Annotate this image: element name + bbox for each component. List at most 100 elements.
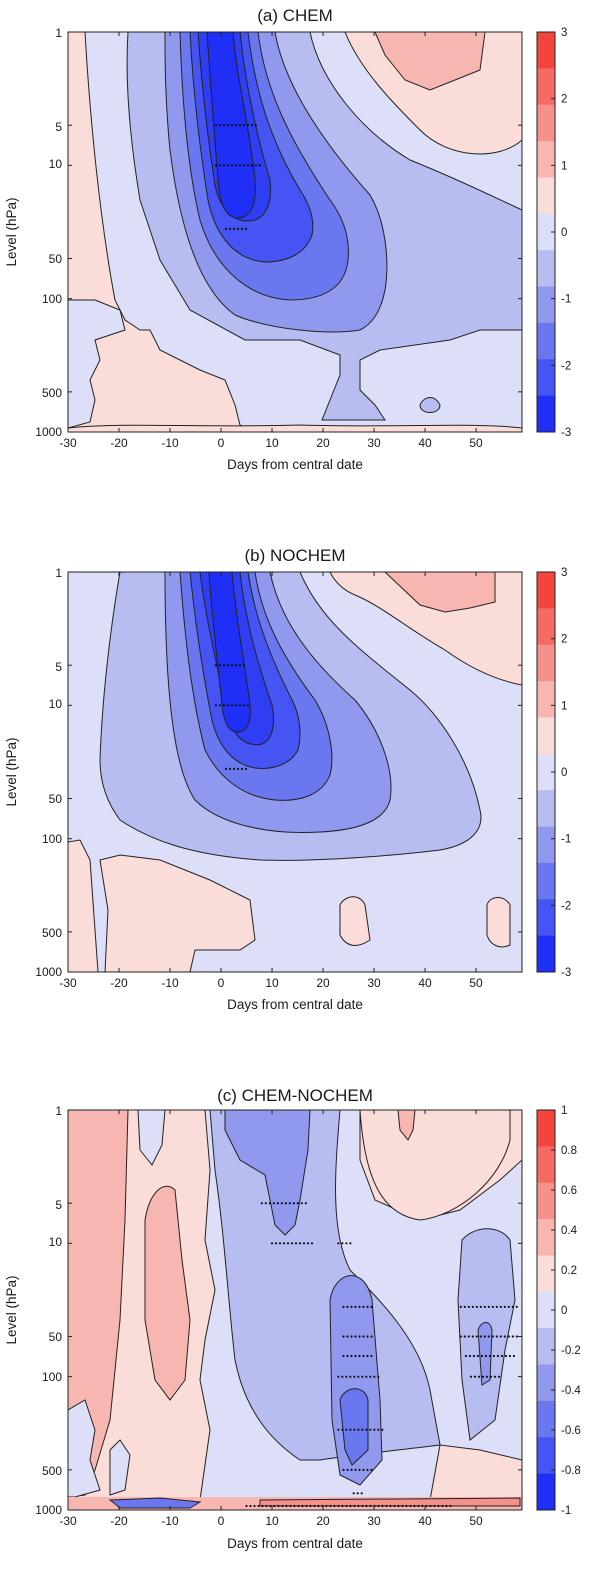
- x-tick-label: 20: [316, 1514, 330, 1528]
- significance-dot: [341, 1242, 344, 1245]
- x-tick-label: -20: [110, 976, 128, 990]
- significance-dot: [362, 1354, 365, 1358]
- panel-a-colorbar: 3 2 1 0 -1 -2 -3: [536, 27, 571, 439]
- panel-b-contours: [68, 572, 522, 972]
- significance-dot: [346, 1335, 349, 1338]
- significance-dot: [297, 1504, 300, 1508]
- significance-dot: [369, 1504, 372, 1508]
- significance-dot: [301, 1504, 304, 1508]
- significance-dot: [257, 1504, 260, 1508]
- significance-dot: [304, 1202, 307, 1205]
- significance-dot: [417, 1504, 420, 1508]
- significance-dot: [491, 1335, 494, 1338]
- colorbar-tick-label: -0.4: [561, 1385, 581, 1397]
- x-tick-label: 0: [218, 436, 225, 450]
- significance-dot: [493, 1375, 497, 1378]
- colorbar-tick-label: -0.2: [561, 1345, 581, 1357]
- significance-dot: [381, 1428, 384, 1431]
- significance-dot: [352, 1492, 355, 1495]
- significance-dot: [346, 1305, 349, 1308]
- significance-dot: [313, 1504, 316, 1508]
- panel-c-y-ticks: 1 5 10 50 100 500 1000: [35, 1104, 62, 1517]
- x-tick-label: 10: [265, 976, 279, 990]
- significance-dot: [254, 164, 257, 167]
- y-tick-label: 50: [49, 1330, 63, 1344]
- panel-a-frame: [67, 31, 523, 433]
- colorbar-swatch: [537, 104, 555, 142]
- x-axis-label: Days from central date: [227, 997, 363, 1012]
- significance-dot: [365, 1375, 368, 1378]
- colorbar-swatch: [537, 1473, 555, 1511]
- significance-dot: [245, 227, 248, 230]
- colorbar-swatch: [537, 935, 555, 973]
- colorbar-swatch: [537, 286, 555, 324]
- colorbar-tick-label: 1: [561, 700, 567, 712]
- significance-dot: [475, 1335, 478, 1338]
- significance-dot: [284, 1202, 287, 1205]
- significance-dot: [226, 124, 229, 127]
- significance-dot: [471, 1335, 474, 1338]
- significance-dot: [222, 124, 225, 127]
- significance-dot: [381, 1504, 384, 1508]
- contour-fill: [68, 424, 522, 432]
- significance-dot: [350, 1354, 353, 1358]
- colorbar-swatch: [537, 717, 555, 755]
- significance-dot: [497, 1375, 501, 1378]
- contour-fill: [359, 1110, 511, 1221]
- y-tick-label: 1000: [35, 965, 62, 979]
- colorbar-swatch: [537, 1364, 555, 1402]
- significance-dot: [471, 1305, 474, 1308]
- colorbar-swatch: [537, 1328, 555, 1366]
- significance-dot: [268, 1202, 271, 1205]
- significance-dot: [246, 164, 249, 167]
- significance-dot: [234, 704, 237, 707]
- significance-dot: [485, 1375, 489, 1378]
- significance-dot: [278, 1242, 282, 1245]
- colorbar-swatch: [537, 572, 555, 609]
- significance-dot: [463, 1305, 466, 1308]
- significance-dot: [242, 664, 245, 667]
- significance-dot: [218, 164, 221, 167]
- significance-dot: [230, 664, 233, 667]
- significance-dot: [254, 124, 257, 127]
- contour-fill: [208, 572, 251, 733]
- significance-dot: [288, 1202, 291, 1205]
- x-tick-label: 30: [367, 1514, 381, 1528]
- panel-c-colorbar: 1 0.8 0.6 0.4 0.2 0 -0.2 -0.4 -0.6 -0.8 -1: [536, 1105, 581, 1517]
- significance-dot: [333, 1504, 336, 1508]
- panel-c-contours: [68, 1110, 522, 1510]
- significance-dot: [341, 1504, 344, 1508]
- panel-b-title: (b) NOCHEM: [244, 546, 345, 565]
- significance-dot: [397, 1504, 400, 1508]
- significance-dot: [329, 1504, 332, 1508]
- significance-dot: [345, 1375, 348, 1378]
- significance-dot: [421, 1504, 424, 1508]
- significance-dot: [233, 227, 236, 230]
- significance-dot: [354, 1305, 357, 1308]
- significance-dot: [357, 1375, 360, 1378]
- significance-dot: [459, 1305, 462, 1308]
- colorbar-swatch: [537, 1219, 555, 1256]
- significance-dot: [250, 164, 253, 167]
- significance-dot: [345, 1504, 348, 1508]
- colorbar-swatch: [537, 1182, 555, 1220]
- significance-dot: [377, 1428, 380, 1431]
- significance-dot: [272, 1202, 275, 1205]
- contour-fill: [68, 299, 126, 429]
- colorbar-tick-label: 3: [561, 567, 567, 579]
- colorbar-swatch: [537, 68, 555, 106]
- significance-dot: [298, 1242, 302, 1245]
- contour-fill: [374, 32, 486, 91]
- axis-ticks: [67, 571, 522, 973]
- significance-dot: [377, 1375, 380, 1378]
- significance-dot: [285, 1504, 288, 1508]
- panel-c: (c) CHEM-NOCHEM -30 -20 -10 0: [4, 1086, 581, 1551]
- y-axis-label: Level (hPa): [4, 1275, 19, 1344]
- significance-dot: [467, 1305, 470, 1308]
- significance-dot: [433, 1504, 436, 1508]
- significance-dot: [475, 1305, 478, 1308]
- significance-dot: [362, 1468, 365, 1471]
- colorbar-tick-label: 0: [561, 227, 567, 239]
- significance-dot: [515, 1305, 518, 1308]
- significance-dot: [349, 1504, 352, 1508]
